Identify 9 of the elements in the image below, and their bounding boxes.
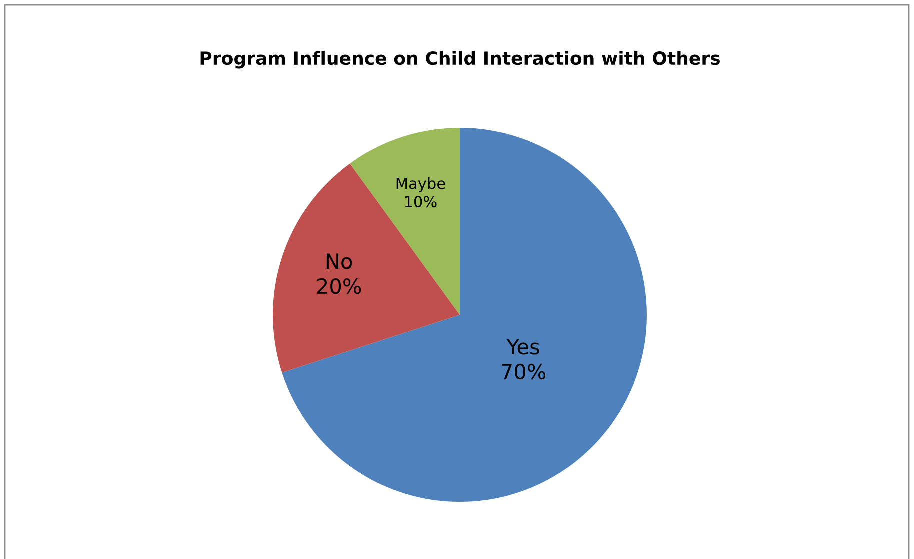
- data-label: 70%: [502, 364, 546, 380]
- data-label: 20%: [317, 278, 362, 294]
- slice-label: Maybe: [396, 178, 446, 192]
- pie-slice: [282, 128, 647, 502]
- slice-label: Yes: [506, 339, 540, 355]
- chart-title: Program Influence on Child Interaction with Others: [200, 51, 720, 69]
- pie-slice: [273, 164, 460, 373]
- slice-label: No: [326, 254, 352, 270]
- data-label: 10%: [405, 196, 437, 208]
